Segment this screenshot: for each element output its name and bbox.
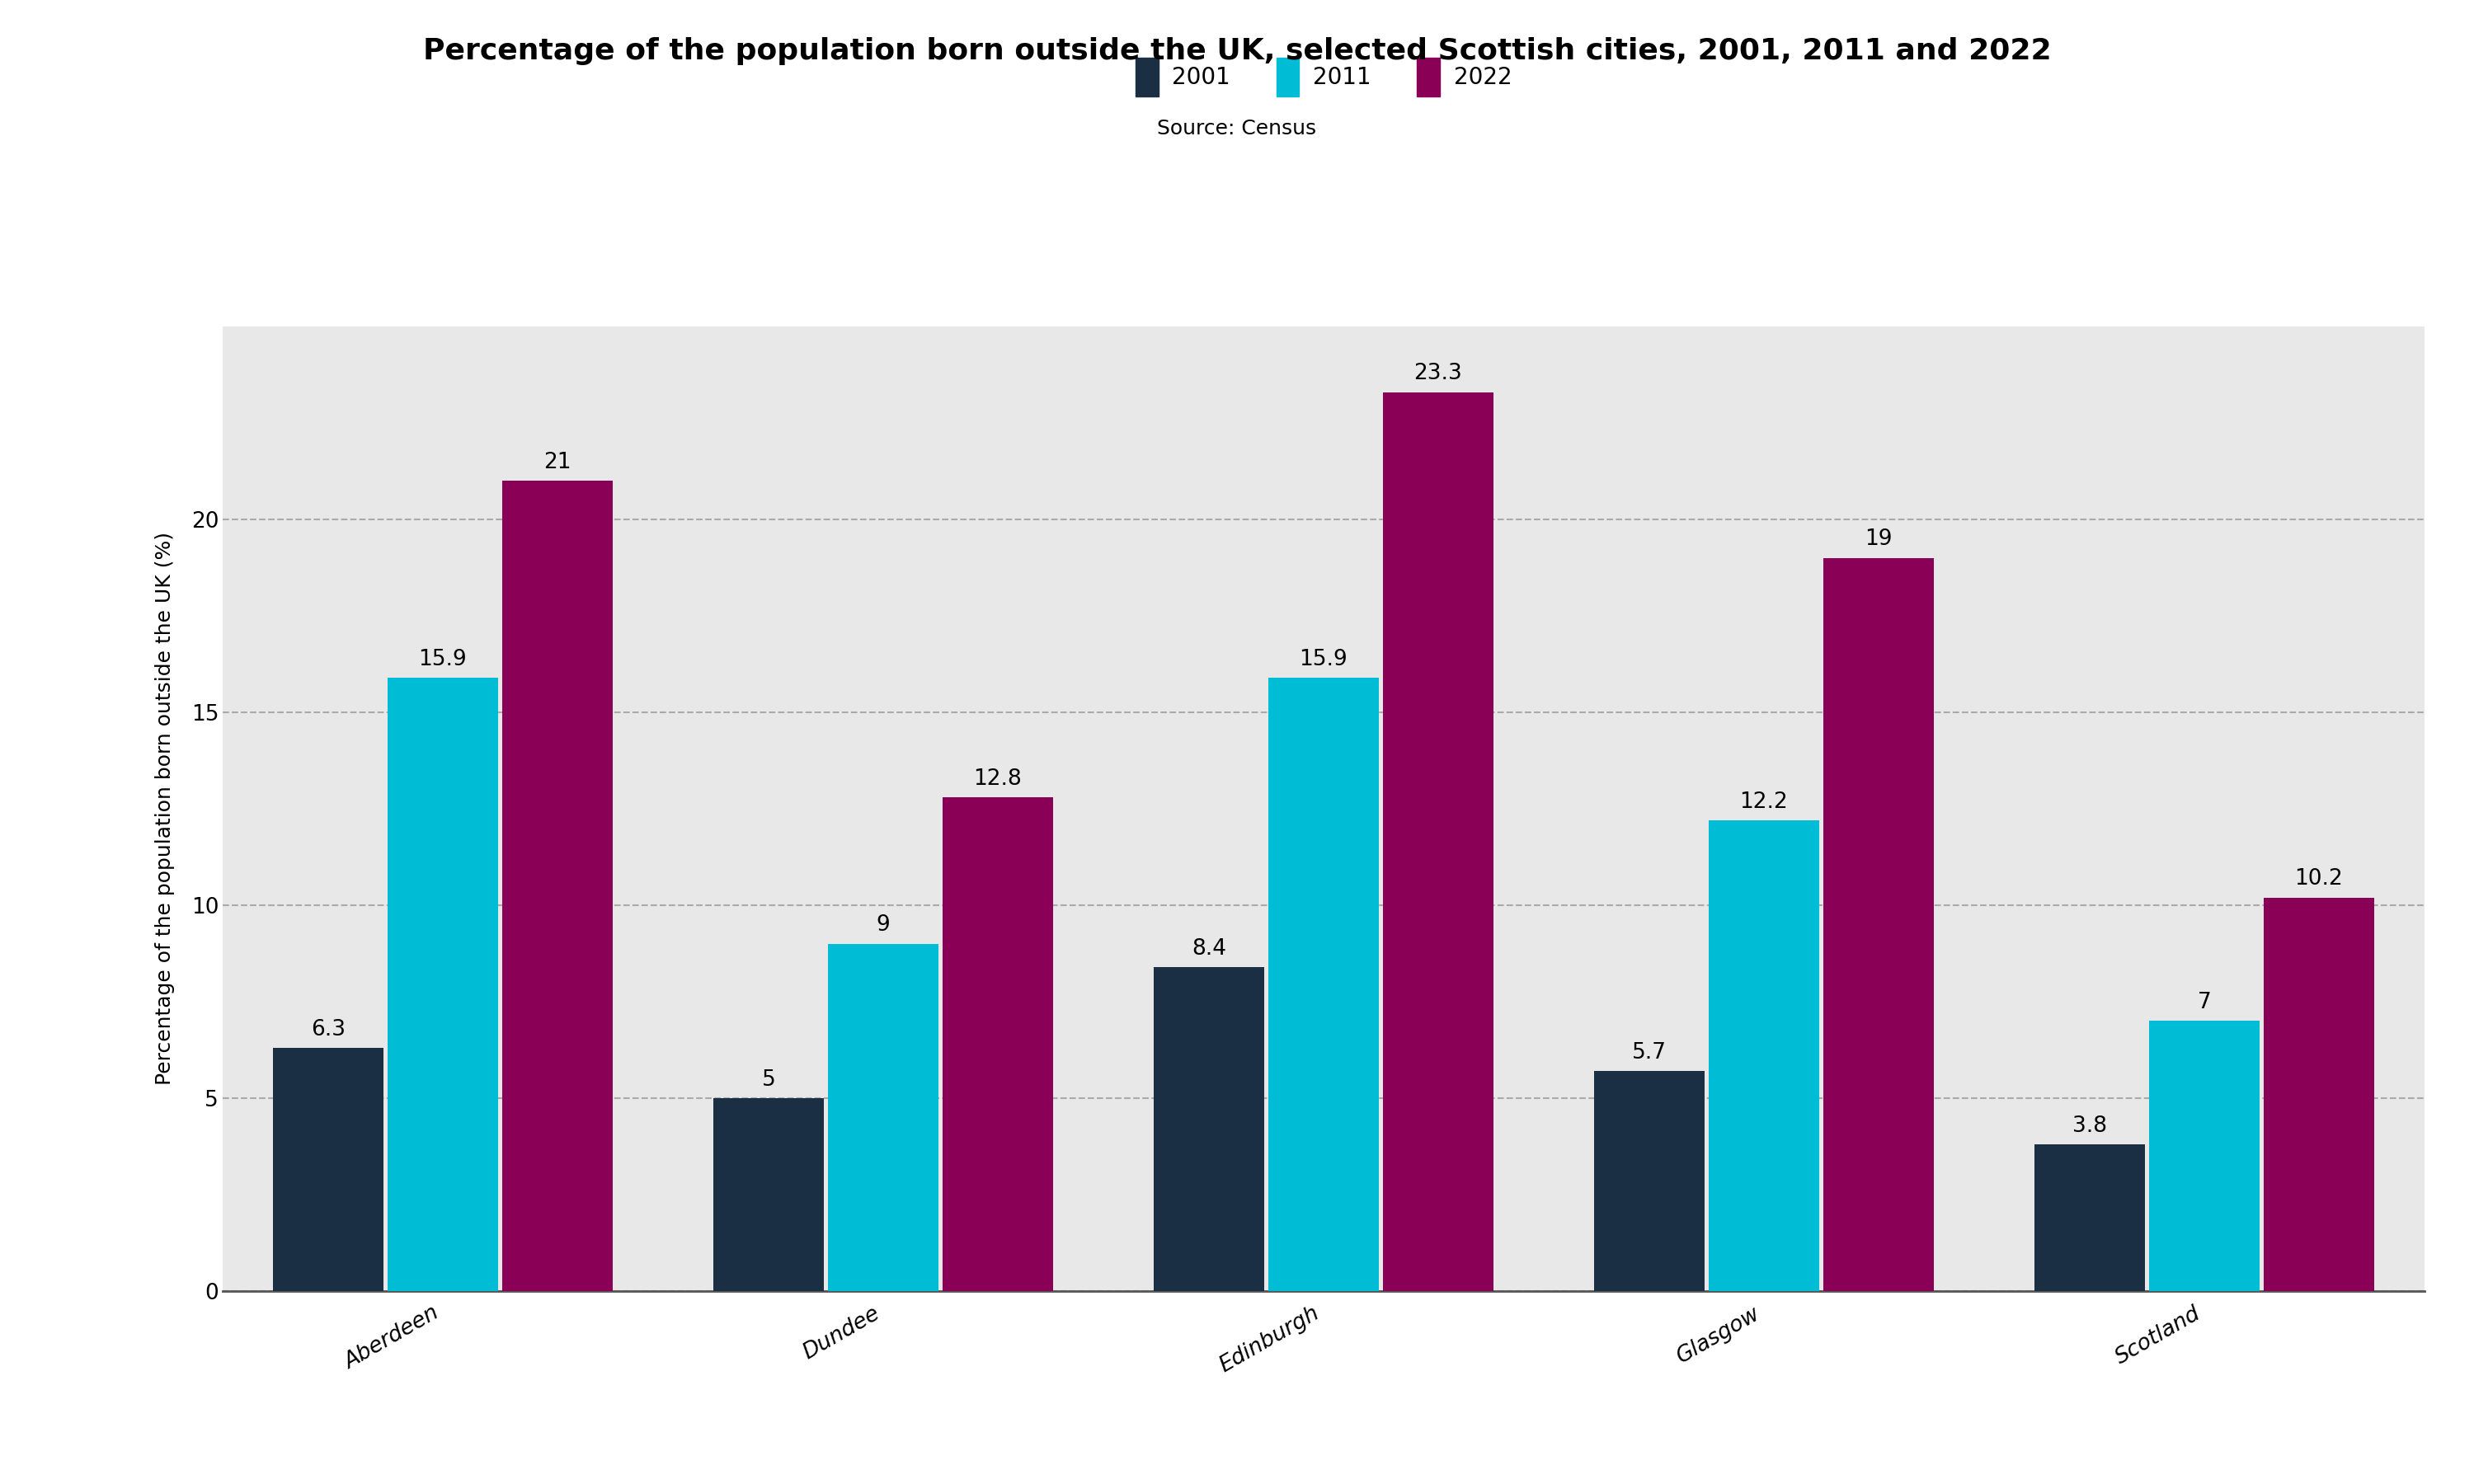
Bar [1823,558,1935,1291]
Text: Source: Census: Source: Census [1158,119,1316,138]
Bar [502,481,614,1291]
Text: 23.3: 23.3 [1413,364,1462,384]
Bar [713,1098,824,1291]
Bar [388,678,497,1291]
Text: 12.2: 12.2 [1739,791,1789,813]
Text: 5.7: 5.7 [1633,1042,1667,1064]
Text: 7: 7 [2197,991,2212,1014]
Bar [2264,898,2375,1291]
Text: 5: 5 [762,1068,777,1091]
Text: 6.3: 6.3 [312,1020,346,1040]
Text: 12.8: 12.8 [972,769,1022,789]
Text: 9: 9 [876,914,891,936]
Text: 10.2: 10.2 [2293,868,2343,890]
Bar [1153,968,1264,1291]
Text: 15.9: 15.9 [418,649,468,669]
Text: 8.4: 8.4 [1192,938,1227,959]
Bar [2150,1021,2259,1291]
Text: 19: 19 [1865,528,1893,551]
Bar [1593,1071,1705,1291]
Bar [1269,678,1378,1291]
Bar [1710,821,1818,1291]
Bar [2034,1144,2145,1291]
Text: Percentage of the population born outside the UK, selected Scottish cities, 2001: Percentage of the population born outsid… [423,37,2051,65]
Bar [943,797,1054,1291]
Text: 15.9: 15.9 [1299,649,1348,669]
Text: 21: 21 [544,451,571,473]
Y-axis label: Percentage of the population born outside the UK (%): Percentage of the population born outsid… [156,533,176,1085]
Bar [272,1048,383,1291]
Legend: 2001, 2011, 2022: 2001, 2011, 2022 [1126,49,1522,105]
Text: 3.8: 3.8 [2073,1116,2108,1137]
Bar [1383,392,1494,1291]
Bar [829,944,938,1291]
